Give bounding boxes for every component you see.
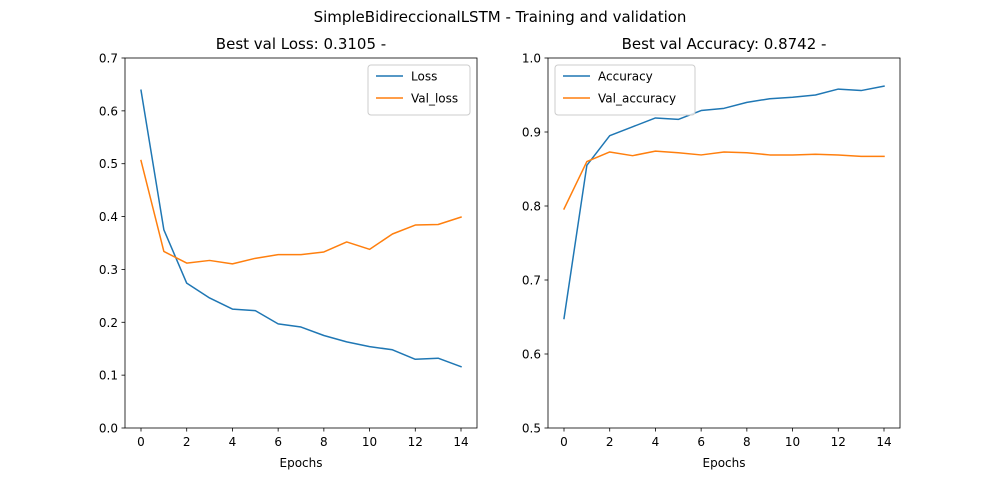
figure-suptitle: SimpleBidireccionalLSTM - Training and v… — [314, 8, 687, 26]
legend-box — [367, 64, 471, 116]
y-tick-label: 0.7 — [522, 274, 541, 288]
series-line-accuracy — [563, 85, 885, 320]
y-tick-label: 0.6 — [522, 348, 541, 362]
accuracy-chart: Best val Accuracy: 0.8742 - 0 2 4 6 8 10 12 14 0.… — [522, 35, 901, 470]
x-tick-label: 2 — [606, 435, 614, 449]
x-tick-label: 12 — [408, 435, 423, 449]
y-tick-label: 0.4 — [99, 210, 118, 224]
y-tick-label: 0.3 — [99, 263, 118, 277]
y-tick-label: 0.8 — [522, 200, 541, 214]
x-tick-label: 4 — [652, 435, 660, 449]
series-line-loss — [140, 89, 462, 368]
y-tick-label: 0.7 — [99, 52, 118, 66]
y-tick-label: 0.5 — [522, 422, 541, 436]
y-tick-label: 0.6 — [99, 104, 118, 118]
loss-chart: Best val Loss: 0.3105 - 0 2 4 6 8 10 12 14 0.0 0.1… — [99, 35, 478, 470]
legend: Loss Val_loss — [367, 64, 471, 116]
y-tick-label: 0.2 — [99, 316, 118, 330]
y-tick-label: 0.1 — [99, 369, 118, 383]
x-tick-label: 6 — [274, 435, 282, 449]
chart-title: Best val Loss: 0.3105 - — [216, 35, 386, 53]
x-tick-label: 8 — [320, 435, 328, 449]
x-tick-label: 14 — [876, 435, 891, 449]
axes-frame — [547, 57, 901, 429]
x-tick-label: 14 — [453, 435, 468, 449]
series-line-val-loss — [140, 159, 462, 265]
x-tick-label: 10 — [785, 435, 800, 449]
legend-entry: Val_accuracy — [598, 92, 676, 106]
x-tick-label: 6 — [697, 435, 705, 449]
x-axis-label: Epochs — [703, 456, 746, 470]
x-axis-label: Epochs — [280, 456, 323, 470]
series-lines — [562, 85, 885, 320]
x-tick-label: 8 — [743, 435, 751, 449]
legend-box — [554, 64, 696, 116]
legend-entry: Val_loss — [411, 92, 458, 106]
y-tick-label: 0.9 — [522, 126, 541, 140]
legend-entry: Accuracy — [598, 70, 653, 84]
legend: Accuracy Val_accuracy — [554, 64, 696, 116]
chart-title: Best val Accuracy: 0.8742 - — [622, 35, 827, 53]
y-tick-label: 0.0 — [99, 422, 118, 436]
legend-entry: Loss — [411, 70, 437, 84]
x-tick-label: 10 — [362, 435, 377, 449]
series-lines — [140, 89, 462, 368]
x-tick-label: 4 — [229, 435, 237, 449]
x-tick-label: 12 — [831, 435, 846, 449]
y-tick-label: 0.5 — [99, 157, 118, 171]
series-line-val-accuracy — [562, 150, 885, 210]
y-tick-label: 1.0 — [522, 52, 541, 66]
x-tick-label: 2 — [183, 435, 191, 449]
x-tick-label: 0 — [560, 435, 568, 449]
axes-frame — [124, 57, 478, 429]
x-tick-label: 0 — [137, 435, 145, 449]
